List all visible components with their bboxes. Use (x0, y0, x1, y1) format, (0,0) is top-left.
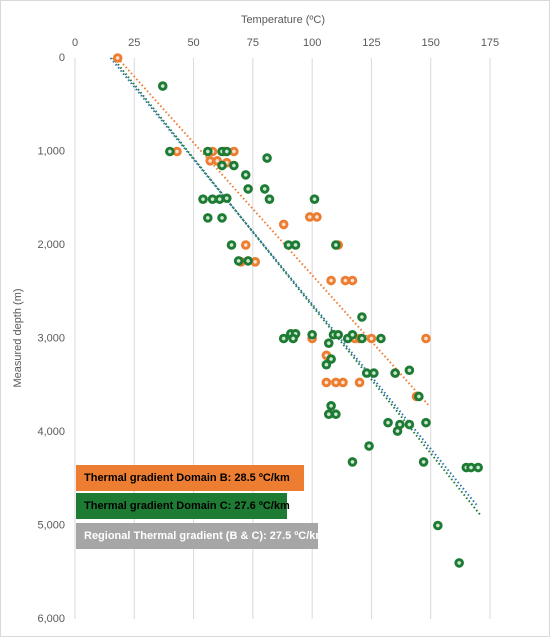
point (250, 257, 261, 267)
point (288, 333, 298, 344)
point (229, 160, 239, 171)
point (321, 359, 332, 370)
x-tick-label: 25 (128, 37, 140, 49)
annotation: Thermal gradient Domain C: 27.6 ºC/km (84, 500, 290, 512)
point (347, 457, 358, 467)
point (421, 417, 431, 428)
point (357, 333, 367, 344)
point (323, 338, 334, 348)
point (454, 558, 464, 568)
point (326, 401, 336, 411)
point (433, 520, 443, 531)
point (466, 462, 476, 473)
point (364, 441, 374, 451)
point (414, 391, 424, 402)
point (221, 146, 232, 157)
point (157, 81, 168, 91)
y-axis-label: Measured depth (m) (12, 288, 24, 387)
annotation-box (76, 465, 304, 491)
point (207, 194, 218, 204)
y-tick-label: 1,000 (37, 145, 65, 157)
point (304, 212, 315, 222)
point (264, 194, 275, 204)
x-tick-label: 125 (362, 37, 380, 49)
point (418, 457, 429, 467)
annotation: Thermal gradient Domain B: 28.5 ºC/km (84, 472, 290, 484)
point (205, 156, 215, 166)
point (331, 377, 341, 388)
y-tick-label: 5,000 (37, 519, 65, 531)
point (347, 329, 358, 340)
trendline (109, 57, 479, 508)
point (290, 240, 301, 250)
point (361, 368, 372, 378)
point (240, 170, 251, 180)
point (376, 333, 386, 344)
point (323, 409, 334, 420)
point (326, 275, 336, 286)
y-tick-label: 4,000 (37, 426, 65, 438)
point (312, 212, 322, 222)
point (331, 409, 341, 420)
point (321, 377, 332, 388)
y-tick-label: 2,000 (37, 239, 65, 251)
x-tick-label: 75 (247, 37, 259, 49)
point (357, 312, 367, 322)
point (307, 329, 317, 340)
point (390, 368, 400, 378)
point (203, 146, 213, 157)
point (309, 194, 320, 204)
point (240, 240, 251, 250)
point (243, 184, 253, 194)
point (226, 240, 237, 250)
point (214, 194, 225, 204)
point (340, 275, 351, 286)
point (233, 256, 244, 266)
trendline (116, 57, 430, 406)
point (217, 213, 227, 223)
trendline (112, 57, 482, 516)
point (221, 193, 232, 204)
point (165, 146, 175, 157)
x-tick-label: 175 (481, 37, 499, 49)
point (354, 377, 365, 388)
x-tick-label: 100 (303, 37, 321, 49)
x-axis-label: Temperature (ºC) (241, 14, 325, 26)
point (278, 219, 289, 230)
point (331, 240, 341, 250)
y-tick-label: 6,000 (37, 613, 65, 625)
point (262, 153, 272, 163)
point (112, 53, 123, 63)
x-tick-label: 50 (187, 37, 199, 49)
point (338, 377, 348, 388)
y-tick-label: 0 (59, 52, 65, 64)
point (421, 333, 431, 344)
point (203, 213, 213, 223)
x-tick-label: 150 (422, 37, 440, 49)
point (243, 256, 253, 266)
point (383, 417, 393, 428)
y-tick-label: 3,000 (37, 332, 65, 344)
point (278, 333, 289, 344)
point (283, 240, 294, 250)
point (259, 184, 270, 194)
point (366, 333, 377, 344)
point (347, 275, 358, 286)
point (172, 146, 182, 157)
point (217, 160, 227, 171)
point (392, 426, 403, 436)
annotation: Regional Thermal gradient (B & C): 27.5 … (84, 530, 325, 542)
point (473, 462, 483, 473)
point (369, 368, 379, 378)
point (229, 146, 239, 157)
point (198, 194, 208, 204)
x-tick-label: 0 (72, 37, 78, 49)
point (404, 419, 415, 430)
annotation-box (76, 523, 318, 549)
annotation-box (76, 493, 287, 519)
point (333, 329, 344, 340)
point (404, 365, 415, 376)
